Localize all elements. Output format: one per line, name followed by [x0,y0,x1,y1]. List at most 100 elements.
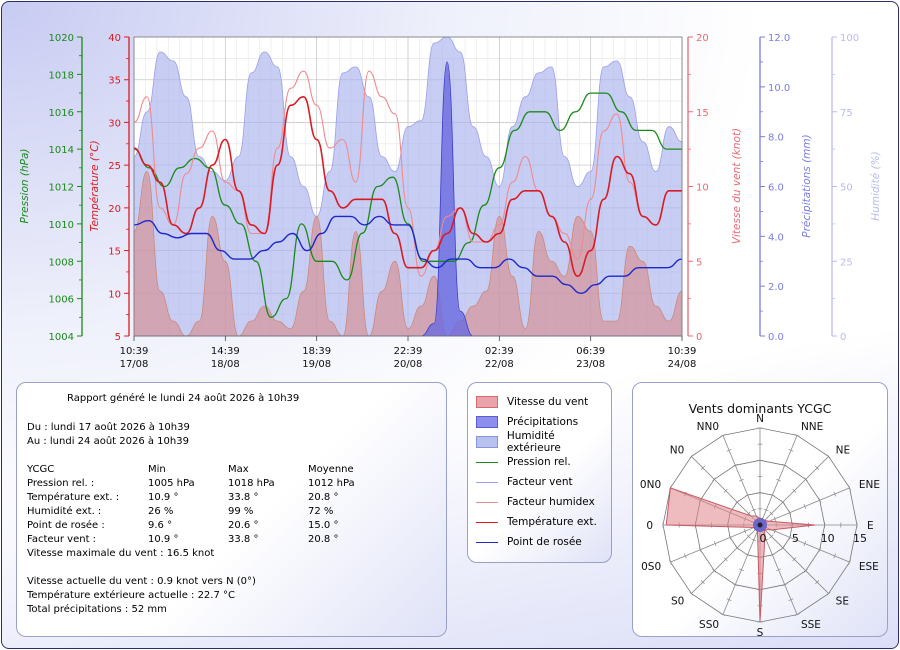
rain-tick-label: 0.0 [768,332,784,343]
wind-rose-spoke-tick [803,503,807,509]
legend-item: Vitesse du vent [476,394,588,410]
wind-rose-spoke-tick [735,545,740,550]
wind-rose-spoke-tick [732,583,738,587]
wind-rose-direction-label: NN0 [697,421,719,433]
wind-rose-spoke-tick [728,534,732,540]
wind-rose-direction-label: SE [836,596,849,608]
temperature-tick-label: 20 [108,204,121,215]
wind-rose-spoke-tick [782,583,788,587]
rain-tick-label: 12.0 [768,33,790,44]
legend-swatch [476,541,498,543]
wind-rose-ring-label: 10 [821,532,835,545]
wind-rose-spoke-tick [669,559,672,565]
wind-rose-spoke-tick [848,485,851,491]
report-row-max: 20.6 ° [228,520,259,531]
x-tick-time: 14:39 [211,346,240,357]
wind-tick-label: 10 [696,183,709,194]
report-current-temp: Température extérieure actuelle : 22.7 °… [27,590,235,601]
report-row-max: 33.8 ° [228,534,259,545]
report-row-avg: 20.8 ° [308,534,339,545]
wind-rose-spoke-tick [738,478,744,482]
x-tick-date: 18/08 [211,359,240,370]
wind-rose-spoke-tick [720,434,726,437]
report-row-avg: 72 % [308,506,334,517]
legend-swatch [476,521,498,523]
wind-rose-spoke-tick [826,454,831,459]
report-from: Du : lundi 17 août 2026 à 10h39 [27,422,190,433]
wind-rose-direction-label: NE [836,444,851,456]
report-row-label: Facteur vent : [27,534,97,545]
report-row-label: Pression rel. : [27,478,95,489]
wind-rose-direction-label: SSE [801,619,821,631]
wind-rose-ring-label: 15 [853,532,867,545]
wind-rose-spoke-tick [788,534,792,540]
series-line [133,92,682,318]
report-to: Au : lundi 24 août 2026 à 10h39 [27,436,189,447]
wind-rose-spoke-tick [833,553,836,559]
rain-tick-label: 10.0 [768,83,790,94]
temperature-tick-label: 35 [108,76,121,87]
legend-label: Facteur vent [507,476,573,488]
legend-label: Vitesse du vent [507,396,589,408]
wind-rose-ring-label: 0 [760,532,767,545]
rain-tick-label: 4.0 [768,232,784,243]
wind-rose-spoke-tick [726,449,732,452]
wind-rose-spoke-tick [732,463,738,467]
wind-rose-direction-label: E [867,520,874,532]
wind-rose-spoke-tick [792,488,797,493]
wind-rose-spoke-tick [712,568,717,573]
legend-item: Pression rel. [476,454,571,470]
wind-rose-spoke-tick [794,613,800,616]
wind-rose-spoke-tick [815,580,820,585]
wind-rose-spoke-tick [723,488,728,493]
wind-rose-direction-label: ESE [859,561,879,573]
wind-rose-spoke-tick [763,508,769,512]
wind-rose-spoke-tick [746,534,751,539]
temperature-axis-label: Température (°C) [89,140,101,231]
pressure-tick-label: 1016 [49,108,74,119]
legend-label: Pression rel. [507,456,571,468]
report-row-avg: 20.8 ° [308,492,339,503]
x-tick-time: 18:39 [302,346,331,357]
legend-swatch [476,416,498,428]
wind-rose-spoke-tick [745,493,751,497]
report-col-avg: Moyenne [308,464,354,475]
rain-tick-label: 8.0 [768,133,784,144]
pressure-tick-label: 1012 [49,183,74,194]
legend-swatch [476,396,498,408]
report-row-min: 9.6 ° [148,520,173,531]
x-tick-date: 17/08 [120,359,149,370]
wind-rose-spoke-tick [818,547,822,553]
pressure-tick-label: 1018 [49,70,74,81]
legend-item: Précipitations [476,414,578,430]
legend-swatch [476,481,498,483]
report-row-avg: 1012 hPa [308,478,355,489]
report-row-min: 10.9 ° [148,492,179,503]
report-title: Rapport généré le lundi 24 août 2026 à 1… [67,393,300,404]
wind-rose-spoke-tick [726,598,732,601]
x-tick-time: 10:39 [120,346,149,357]
x-tick-date: 20/08 [394,359,423,370]
wind-rose-title: Vents dominants YCGC [689,401,832,416]
humidity-tick-label: 50 [840,183,853,194]
wind-rose-ring-label: 5 [792,532,799,545]
wind-rose-spoke-tick [769,553,775,557]
report-row-min: 10.9 ° [148,534,179,545]
wind-rose-spoke-tick [803,477,808,482]
humidity-tick-label: 0 [840,332,846,343]
wind-rose-spoke-tick [698,547,702,553]
report-row-min: 1005 hPa [148,478,195,489]
wind-rose-spoke-tick [700,465,705,470]
wind-rose-direction-label: ENE [859,479,880,491]
wind-rose-direction-label: N0 [670,444,685,456]
pressure-tick-label: 1010 [49,220,74,231]
wind-rose-spoke-tick [794,434,800,437]
wind-axis-label: Vitesse du vent (knot) [731,128,743,244]
report-current-wind: Vitesse actuelle du vent : 0.9 knot vers… [27,576,256,587]
wind-rose-direction-label: N [756,413,764,425]
x-tick-date: 24/08 [668,359,697,370]
legend-item: Humidité extérieure [476,430,611,454]
report-station: YCGC [27,464,55,475]
wind-rose-spoke-tick [769,534,774,539]
